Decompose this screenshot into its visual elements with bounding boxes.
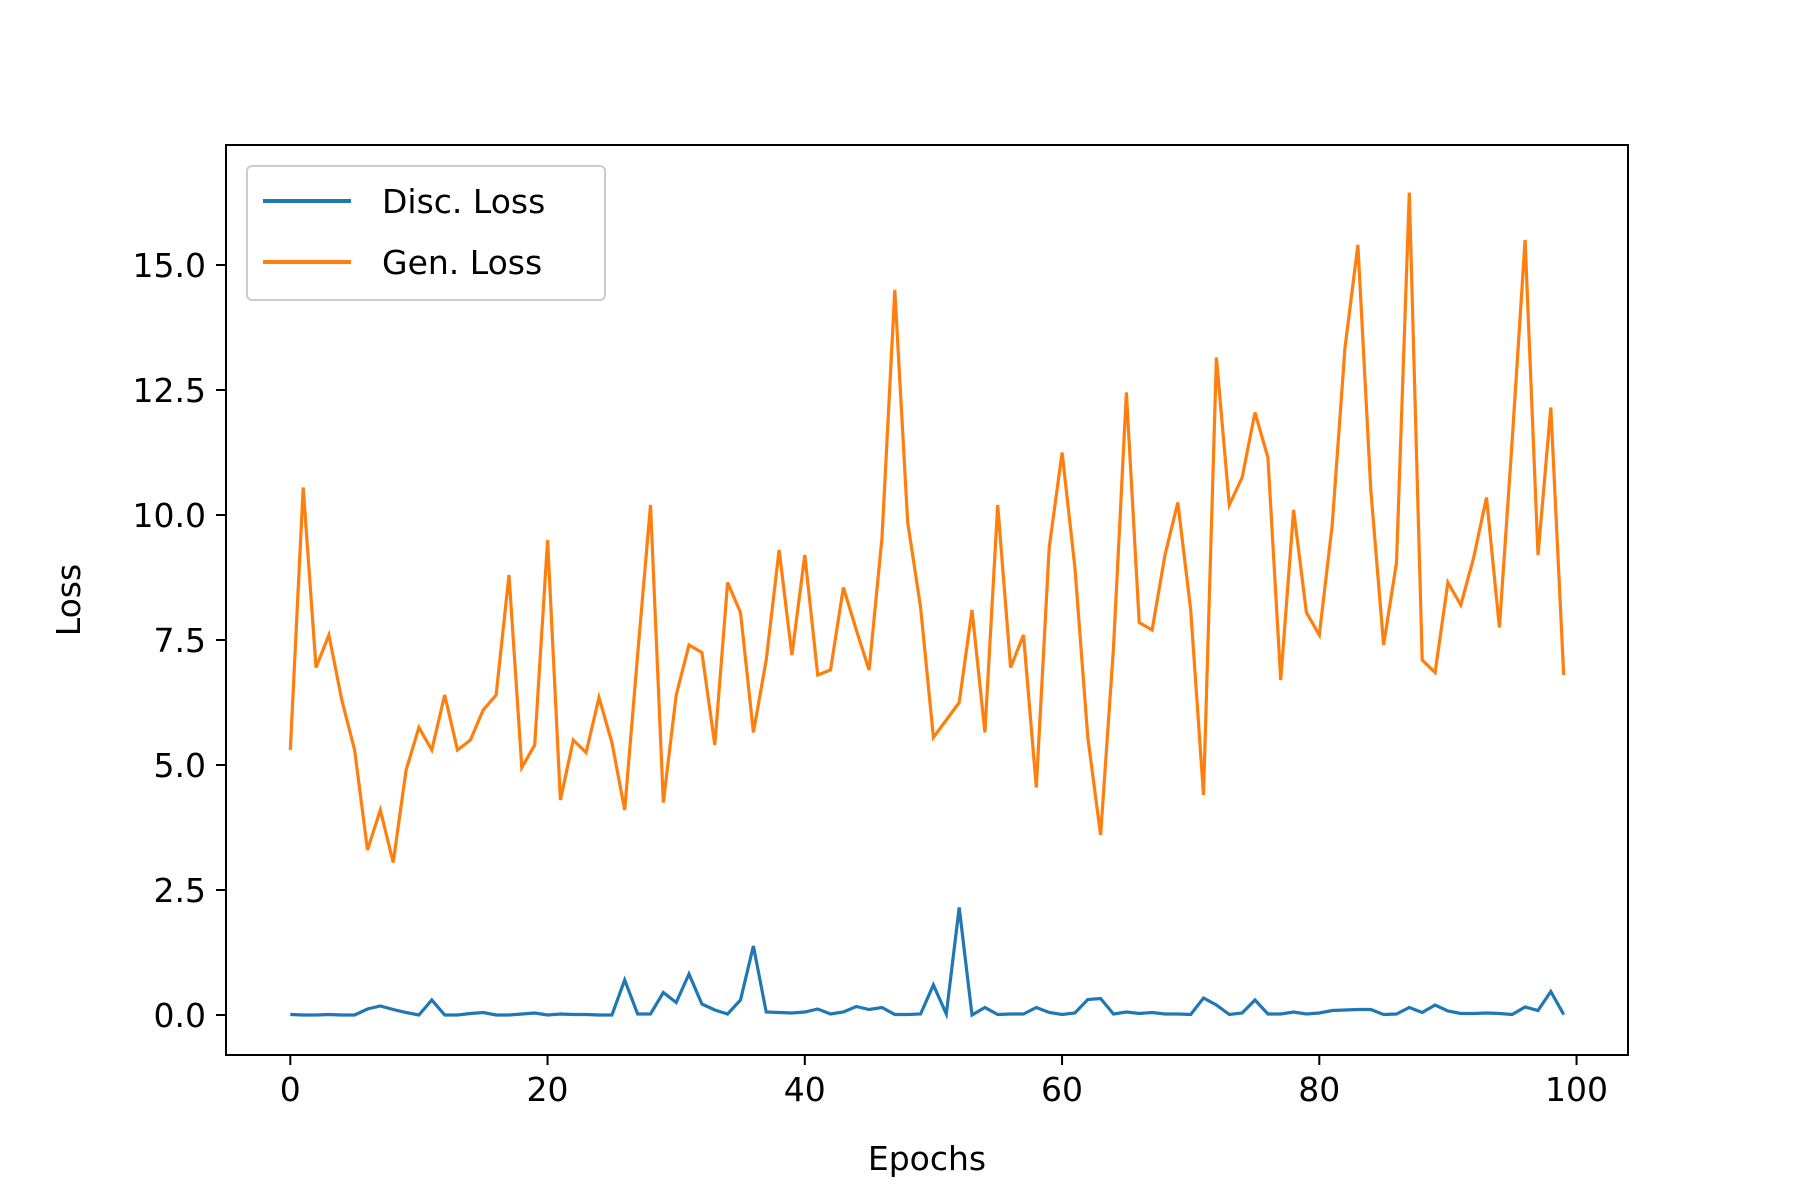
legend: Disc. Loss Gen. Loss — [246, 165, 606, 301]
y-tick-label: 12.5 — [133, 371, 206, 410]
x-tick-label: 0 — [280, 1070, 301, 1109]
x-axis: 0 20 40 60 80 100 — [280, 1055, 1608, 1109]
y-tick-label: 10.0 — [133, 496, 206, 535]
plot-frame — [225, 144, 1629, 1056]
x-tick-label: 20 — [527, 1070, 569, 1109]
y-axis: 0.0 2.5 5.0 7.5 10.0 12.5 15.0 — [133, 246, 226, 1035]
x-tick-label: 100 — [1545, 1070, 1608, 1109]
x-axis-label: Epochs — [868, 1139, 986, 1178]
x-tick-label: 60 — [1041, 1070, 1083, 1109]
y-tick-label: 7.5 — [154, 621, 206, 660]
y-tick-label: 0.0 — [154, 996, 206, 1035]
series-line-0 — [290, 907, 1566, 1020]
y-tick-label: 5.0 — [154, 746, 206, 785]
y-tick-label: 2.5 — [154, 871, 206, 910]
y-axis-label: Loss — [49, 564, 88, 636]
series-line-1 — [288, 192, 1566, 863]
x-tick-label: 80 — [1298, 1070, 1340, 1109]
y-tick-label: 15.0 — [133, 246, 206, 285]
x-tick-label: 40 — [784, 1070, 826, 1109]
legend-label-0: Disc. Loss — [382, 182, 545, 221]
legend-label-1: Gen. Loss — [382, 243, 542, 282]
series-layer — [288, 192, 1566, 1020]
